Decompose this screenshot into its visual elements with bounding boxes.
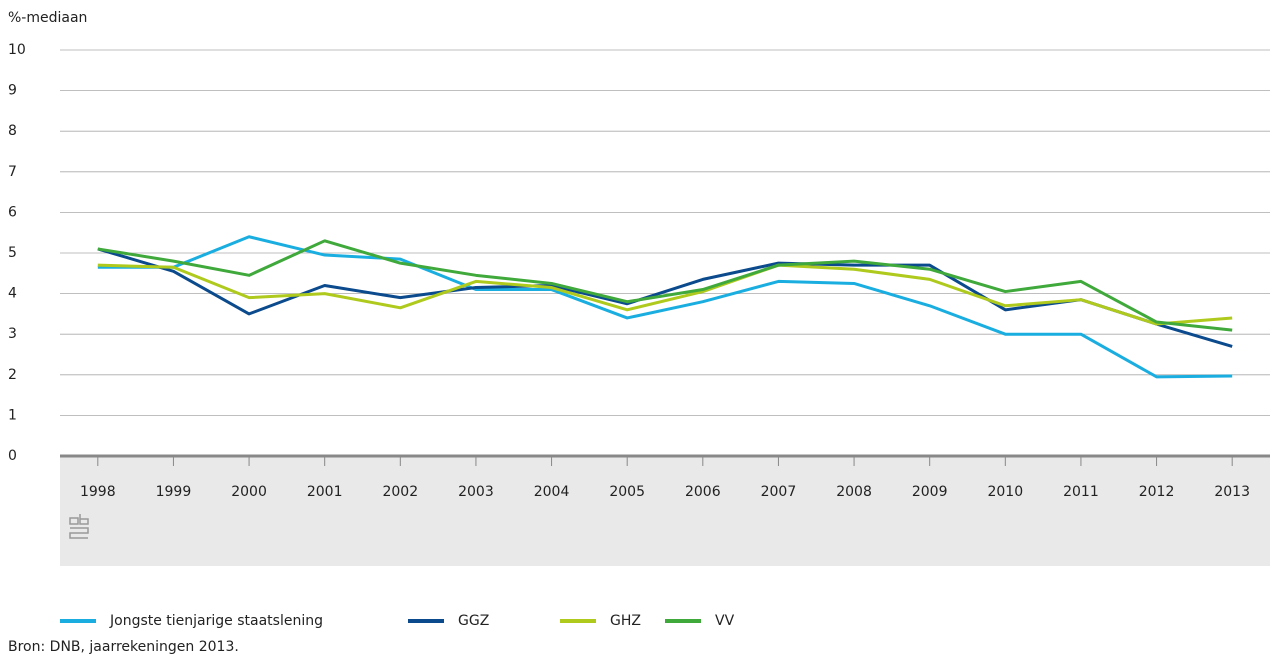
x-tick-label: 2008 bbox=[836, 484, 872, 500]
y-tick-label: 0 bbox=[8, 448, 17, 464]
x-tick-label: 1998 bbox=[80, 484, 116, 500]
x-tick-label: 2007 bbox=[761, 484, 797, 500]
x-tick-label: 1999 bbox=[156, 484, 192, 500]
y-tick-label: 3 bbox=[8, 326, 17, 342]
y-tick-label: 2 bbox=[8, 367, 17, 383]
x-tick-label: 2005 bbox=[609, 484, 645, 500]
x-tick-label: 2010 bbox=[987, 484, 1023, 500]
legend-label: Jongste tienjarige staatslening bbox=[109, 613, 323, 629]
x-tick-label: 2013 bbox=[1214, 484, 1250, 500]
x-tick-label: 2006 bbox=[685, 484, 721, 500]
legend-label: GGZ bbox=[458, 613, 489, 629]
y-tick-label: 8 bbox=[8, 123, 17, 139]
y-tick-label: 5 bbox=[8, 245, 17, 261]
series-line bbox=[97, 263, 1233, 326]
x-tick-label: 2011 bbox=[1063, 484, 1099, 500]
y-tick-label: 6 bbox=[8, 204, 17, 220]
y-tick-label: 9 bbox=[8, 83, 17, 99]
x-tick-label: 2001 bbox=[307, 484, 343, 500]
x-tick-label: 2009 bbox=[912, 484, 948, 500]
x-tick-label: 2004 bbox=[534, 484, 570, 500]
series-line bbox=[97, 235, 1233, 379]
axis-band bbox=[60, 456, 1270, 566]
source: Bron: DNB, jaarrekeningen 2013. bbox=[8, 639, 239, 655]
series-line bbox=[97, 239, 1233, 332]
legend-label: VV bbox=[715, 613, 735, 629]
y-tick-label: 4 bbox=[8, 286, 17, 302]
y-tick-label: 7 bbox=[8, 164, 17, 180]
logo bbox=[69, 514, 89, 539]
x-tick-label: 2000 bbox=[231, 484, 267, 500]
x-tick-label: 2012 bbox=[1139, 484, 1175, 500]
legend-label: GHZ bbox=[610, 613, 641, 629]
x-tick-label: 2002 bbox=[382, 484, 418, 500]
x-tick-label: 2003 bbox=[458, 484, 494, 500]
y-tick-label: 1 bbox=[8, 407, 17, 423]
series-line bbox=[97, 247, 1233, 348]
y-tick-label: 10 bbox=[8, 42, 26, 58]
y-axis-label: %-mediaan bbox=[8, 10, 87, 26]
